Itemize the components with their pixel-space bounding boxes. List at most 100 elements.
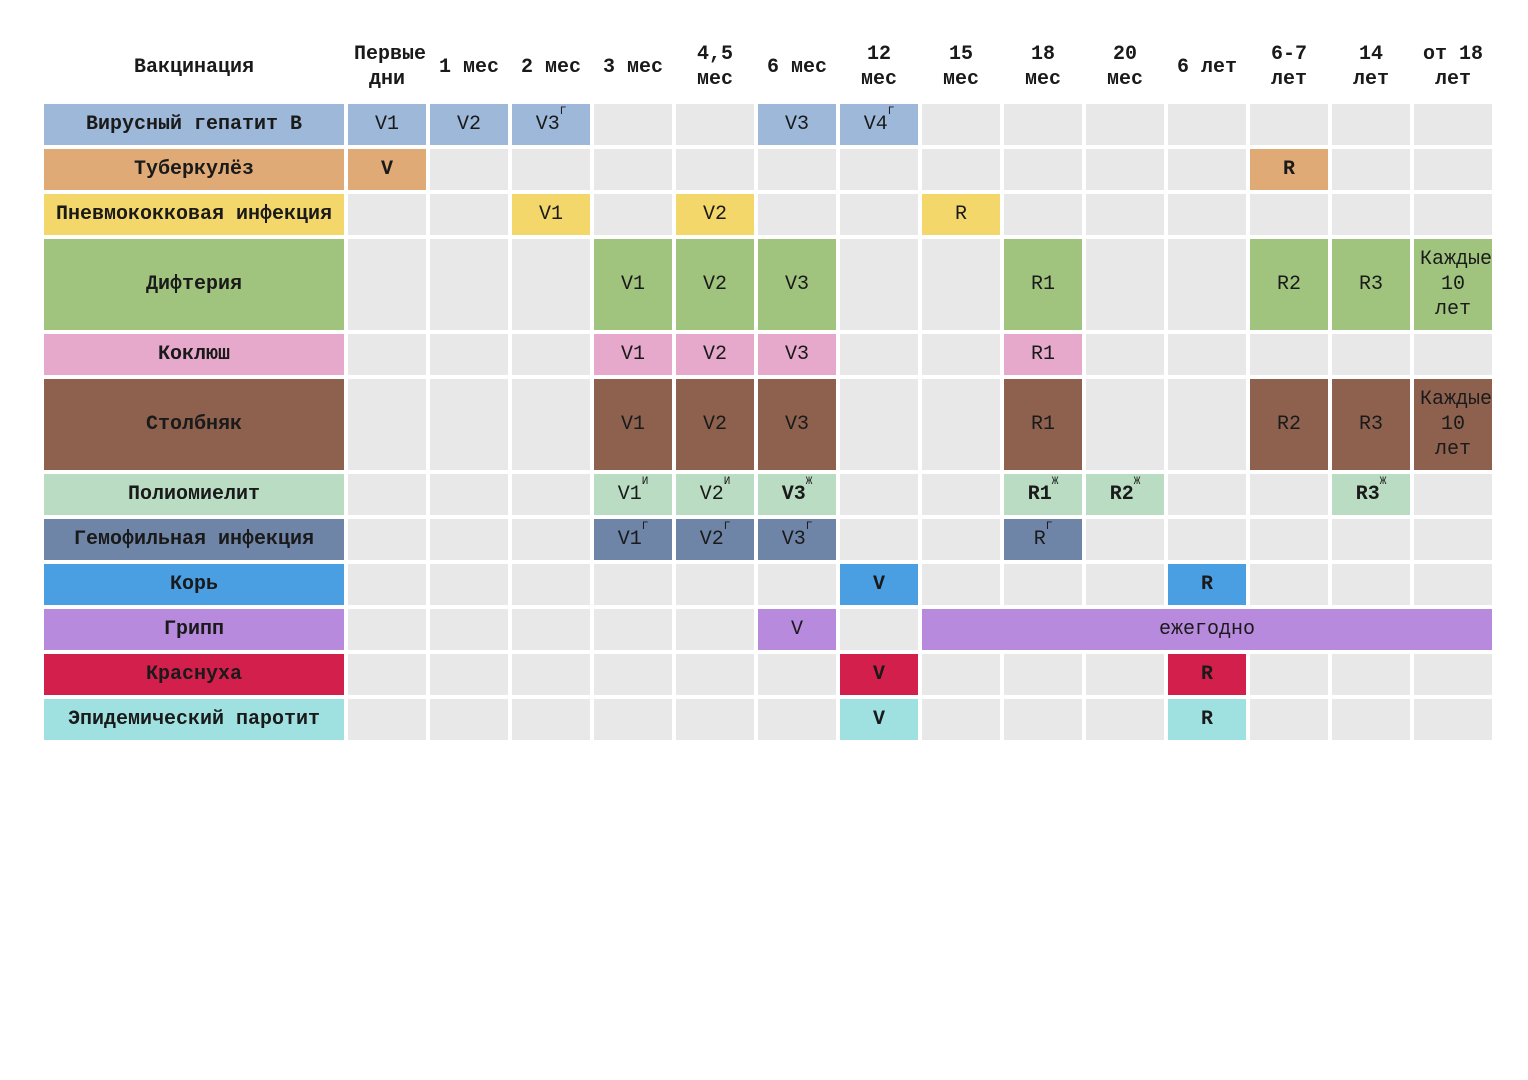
schedule-cell <box>348 609 426 650</box>
schedule-cell: R1 <box>1004 379 1082 470</box>
schedule-cell <box>594 609 672 650</box>
schedule-cell <box>430 239 508 330</box>
schedule-cell <box>1004 699 1082 740</box>
schedule-cell <box>512 654 590 695</box>
schedule-cell <box>1086 149 1164 190</box>
schedule-cell: R1 <box>1004 334 1082 375</box>
schedule-cell <box>594 564 672 605</box>
schedule-cell <box>348 379 426 470</box>
schedule-cell <box>676 104 754 145</box>
schedule-cell: V3 <box>758 379 836 470</box>
schedule-cell <box>348 474 426 515</box>
column-header: 12 мес <box>840 34 918 100</box>
schedule-cell <box>1250 564 1328 605</box>
schedule-cell <box>1332 519 1410 560</box>
schedule-cell: Каждые 10 лет <box>1414 239 1492 330</box>
schedule-cell: V2Г <box>676 519 754 560</box>
schedule-cell: R <box>1168 654 1246 695</box>
schedule-cell <box>922 519 1000 560</box>
schedule-cell: V2И <box>676 474 754 515</box>
vaccine-name: Грипп <box>44 609 344 650</box>
schedule-cell: V <box>840 699 918 740</box>
schedule-cell <box>430 194 508 235</box>
schedule-cell <box>348 334 426 375</box>
schedule-cell <box>594 654 672 695</box>
schedule-cell: RГ <box>1004 519 1082 560</box>
schedule-cell <box>922 654 1000 695</box>
schedule-cell <box>430 474 508 515</box>
vaccine-name: Гемофильная инфекция <box>44 519 344 560</box>
schedule-cell <box>1414 474 1492 515</box>
schedule-cell: V1 <box>512 194 590 235</box>
schedule-cell: V <box>840 564 918 605</box>
schedule-cell <box>348 699 426 740</box>
vaccine-name: Пневмококковая инфекция <box>44 194 344 235</box>
schedule-cell <box>1414 519 1492 560</box>
schedule-cell <box>1004 104 1082 145</box>
schedule-cell <box>1168 519 1246 560</box>
schedule-cell <box>348 564 426 605</box>
schedule-cell <box>922 104 1000 145</box>
schedule-cell <box>922 474 1000 515</box>
schedule-cell <box>840 609 918 650</box>
schedule-cell <box>430 654 508 695</box>
schedule-cell <box>430 564 508 605</box>
schedule-cell: R <box>1168 564 1246 605</box>
schedule-cell <box>840 149 918 190</box>
schedule-cell <box>1004 149 1082 190</box>
schedule-cell <box>758 194 836 235</box>
schedule-cell <box>676 564 754 605</box>
schedule-cell <box>840 334 918 375</box>
schedule-cell <box>594 104 672 145</box>
schedule-cell <box>1250 519 1328 560</box>
schedule-cell <box>1168 149 1246 190</box>
schedule-cell <box>512 334 590 375</box>
schedule-cell <box>840 474 918 515</box>
schedule-cell <box>1168 379 1246 470</box>
schedule-cell: V1И <box>594 474 672 515</box>
schedule-cell: V1 <box>594 379 672 470</box>
column-header: 2 мес <box>512 34 590 100</box>
schedule-cell: ежегодно <box>922 609 1492 650</box>
vaccine-name: Столбняк <box>44 379 344 470</box>
column-header: 18 мес <box>1004 34 1082 100</box>
schedule-cell: V2 <box>676 239 754 330</box>
schedule-cell <box>1332 104 1410 145</box>
schedule-cell <box>922 239 1000 330</box>
schedule-cell <box>1086 699 1164 740</box>
schedule-cell <box>1414 104 1492 145</box>
schedule-cell <box>1250 654 1328 695</box>
schedule-cell <box>1004 564 1082 605</box>
schedule-cell <box>1168 104 1246 145</box>
schedule-cell: R1Ж <box>1004 474 1082 515</box>
schedule-cell <box>1332 194 1410 235</box>
schedule-cell <box>430 699 508 740</box>
schedule-cell: R2 <box>1250 379 1328 470</box>
vaccine-name: Краснуха <box>44 654 344 695</box>
schedule-cell: R3Ж <box>1332 474 1410 515</box>
column-header: Вакцинация <box>44 34 344 100</box>
schedule-cell: V3 <box>758 239 836 330</box>
schedule-cell <box>922 379 1000 470</box>
schedule-cell <box>430 519 508 560</box>
column-header: 20 мес <box>1086 34 1164 100</box>
schedule-cell <box>512 379 590 470</box>
schedule-cell <box>758 149 836 190</box>
vaccine-name: Туберкулёз <box>44 149 344 190</box>
schedule-cell: V2 <box>676 379 754 470</box>
schedule-cell <box>1086 239 1164 330</box>
schedule-cell <box>1168 239 1246 330</box>
schedule-cell: R3 <box>1332 379 1410 470</box>
schedule-cell <box>348 654 426 695</box>
schedule-cell: V2 <box>430 104 508 145</box>
schedule-cell <box>1250 474 1328 515</box>
schedule-cell <box>1168 194 1246 235</box>
schedule-cell <box>430 149 508 190</box>
schedule-cell <box>430 334 508 375</box>
schedule-cell <box>594 149 672 190</box>
schedule-cell <box>1414 654 1492 695</box>
schedule-cell <box>1004 654 1082 695</box>
vaccine-name: Вирусный гепатит В <box>44 104 344 145</box>
schedule-cell <box>1414 699 1492 740</box>
schedule-cell: R <box>1168 699 1246 740</box>
